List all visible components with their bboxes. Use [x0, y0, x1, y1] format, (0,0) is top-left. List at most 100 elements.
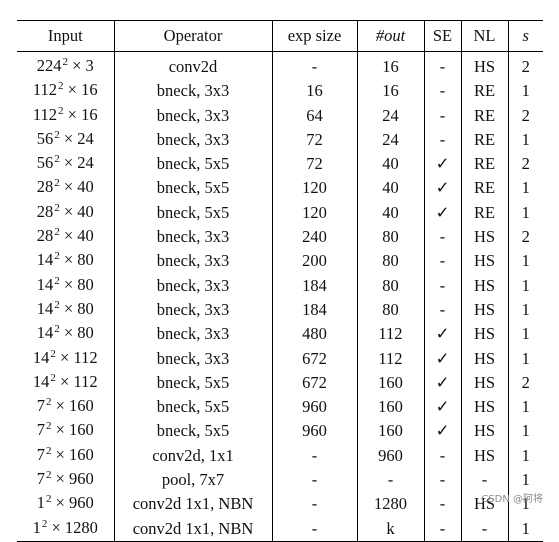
cell-se: -: [424, 51, 462, 80]
cell-exp-size: 64: [272, 103, 358, 128]
header-nl: NL: [461, 20, 509, 52]
input-channels: × 960: [51, 469, 94, 489]
table-row: 72 × 160 bneck, 5x5 960 160 ✓ HS 1: [17, 395, 543, 420]
cell-exp-size: 672: [272, 370, 358, 396]
input-base: 1: [36, 493, 45, 513]
cell-stride: 1: [521, 397, 530, 417]
cell-exp-size: 72: [272, 127, 358, 153]
input-channels: × 24: [59, 153, 94, 173]
input-base: 14: [32, 347, 50, 367]
cell-exp-size: 960: [272, 419, 358, 444]
cell-exp-size: 672: [272, 346, 358, 371]
cell-out: 16: [357, 51, 425, 80]
input-base: 112: [32, 104, 58, 124]
cell-stride: 1: [521, 348, 530, 368]
cell-exp-size: -: [272, 51, 358, 80]
cell-operator: bneck, 3x3: [114, 273, 273, 298]
cell-input: 72 × 160: [17, 395, 115, 420]
cell-input: 142 × 112: [17, 370, 115, 396]
cell-exp-size: 16: [272, 79, 358, 104]
input-channels: × 16: [63, 104, 98, 124]
cell-nl: HS: [461, 395, 509, 420]
cell-operator: bneck, 3x3: [114, 346, 273, 371]
cell-out: -: [357, 468, 425, 493]
cell-operator: bneck, 3x3: [114, 103, 273, 128]
input-exponent: 2: [45, 420, 52, 433]
cell-se: -: [424, 127, 462, 153]
cell-se: -: [424, 443, 462, 469]
cell-out: 80: [357, 225, 425, 250]
cell-operator: bneck, 5x5: [114, 419, 273, 444]
input-base: 7: [36, 396, 45, 416]
watermark: CSDN @阿将: [481, 494, 543, 505]
input-exponent: 2: [45, 444, 52, 457]
table-row: 282 × 40 bneck, 5x5 120 40 ✓ RE 1: [17, 200, 543, 226]
cell-nl: HS: [461, 443, 509, 469]
cell-input: 282 × 40: [17, 176, 115, 201]
cell-stride: 1: [521, 299, 530, 319]
cell-out: 160: [357, 370, 425, 396]
table-row: 142 × 112 bneck, 3x3 672 112 ✓ HS 1: [17, 346, 543, 371]
cell-stride: 1: [521, 129, 530, 149]
input-base: 14: [32, 371, 50, 391]
cell-input: 72 × 160: [17, 419, 115, 444]
cell-se: -: [424, 273, 462, 298]
cell-input: 562 × 24: [17, 152, 115, 177]
input-base: 14: [36, 274, 54, 294]
input-base: 56: [36, 153, 54, 173]
cell-operator: bneck, 3x3: [114, 249, 273, 274]
table-row: 142 × 80 bneck, 3x3 200 80- HS 1: [17, 249, 543, 274]
cell-input: 1122 × 16: [17, 79, 115, 104]
input-channels: × 112: [55, 371, 98, 391]
input-exponent: 2: [58, 80, 64, 93]
cell-nl: -: [461, 468, 509, 493]
input-exponent: 2: [54, 128, 60, 141]
table-header-row: Input Operator exp size #out SE NL s: [17, 20, 543, 52]
cell-out: 24: [357, 127, 425, 153]
cell-input: 282 × 40: [17, 200, 115, 226]
cell-se: ✓: [424, 395, 462, 420]
input-exponent: 2: [54, 323, 60, 336]
cell-out: 40: [357, 152, 425, 177]
cell-exp-size: 120: [272, 200, 358, 226]
cell-operator: bneck, 3x3: [114, 225, 273, 250]
cell-se: -: [424, 103, 462, 128]
cell-nl: RE: [461, 79, 509, 104]
cell-out: 112: [357, 346, 425, 371]
cell-stride: 1: [521, 518, 530, 538]
input-base: 28: [36, 226, 54, 246]
cell-nl: HS: [461, 419, 509, 444]
cell-se: ✓: [424, 419, 462, 444]
input-base: 7: [36, 420, 45, 440]
cell-se: ✓: [424, 176, 462, 201]
cell-exp-size: 184: [272, 273, 358, 298]
cell-exp-size: 200: [272, 249, 358, 274]
cell-stride: 1: [521, 275, 530, 295]
cell-stride: 1: [521, 421, 530, 441]
cell-stride: 2: [521, 154, 530, 174]
table-row: 2242 × 3 conv2d -16- HS 2: [17, 51, 543, 80]
cell-stride: 1: [521, 470, 530, 490]
table-row: 1122 × 16 bneck, 3x3 16 16- RE 1: [17, 79, 543, 104]
input-exponent: 2: [54, 201, 60, 214]
cell-nl: HS: [461, 225, 509, 250]
cell-input: 72 × 960: [17, 468, 115, 493]
table-row: 562 × 24 bneck, 5x5 72 40 ✓ RE 2: [17, 152, 543, 177]
cell-se: -: [424, 516, 462, 542]
cell-se: ✓: [424, 200, 462, 226]
cell-out: 80: [357, 297, 425, 323]
cell-exp-size: -: [272, 516, 358, 542]
cell-input: 142 × 112: [17, 346, 115, 371]
input-exponent: 2: [54, 250, 60, 263]
cell-exp-size: 240: [272, 225, 358, 250]
input-exponent: 2: [62, 56, 68, 68]
cell-exp-size: -: [272, 443, 358, 469]
cell-input: 72 × 160: [17, 443, 115, 469]
input-base: 14: [36, 250, 54, 270]
input-channels: × 16: [63, 80, 98, 100]
cell-operator: bneck, 3x3: [114, 79, 273, 104]
input-exponent: 2: [54, 226, 60, 239]
cell-input: 142 × 80: [17, 249, 115, 274]
cell-out: 80: [357, 273, 425, 298]
cell-operator: bneck, 5x5: [114, 200, 273, 226]
